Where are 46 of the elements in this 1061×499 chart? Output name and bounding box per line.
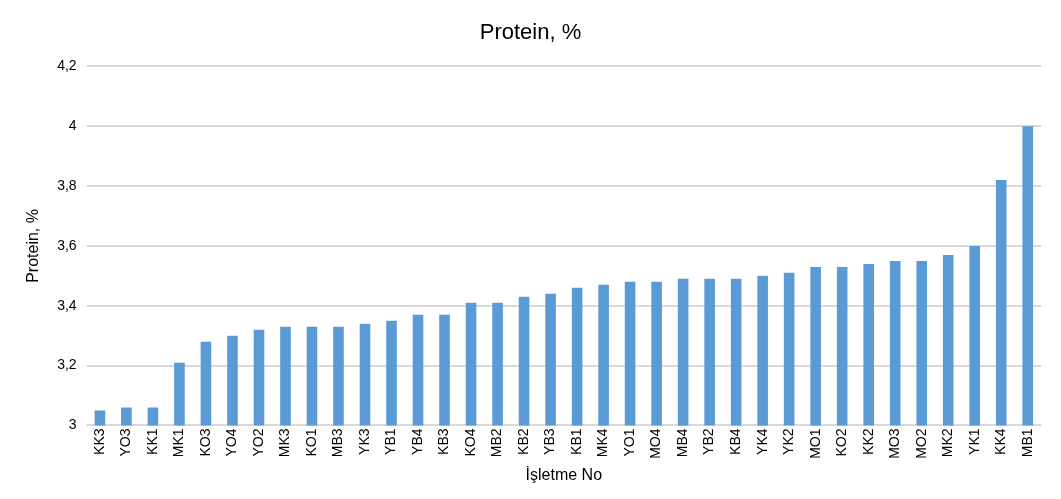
y-tick-label: 3 [68,416,77,433]
x-tick-label: MO1 [806,428,823,459]
x-tick-label: YO1 [620,428,637,457]
x-tick-label: YK2 [780,428,797,455]
x-tick-label: YO2 [249,428,266,457]
x-tick-label: YB3 [541,428,558,455]
x-tick-label: YB1 [382,428,399,455]
y-tick-label: 3,4 [57,296,77,313]
x-tick-label: YB4 [408,428,425,455]
x-tick-label: MO3 [886,428,903,459]
x-tick-label: YK3 [355,428,372,455]
x-axis-title: İşletme No [525,464,603,483]
x-tick-label: MK3 [276,428,293,458]
x-tick-label: KK3 [90,428,107,455]
y-tick-label: 3,2 [57,356,77,373]
x-tick-label: YK1 [965,428,982,455]
x-tick-label: MB4 [673,428,690,458]
chart-title: Protein, % [479,19,582,45]
y-tick-label: 3,6 [57,236,77,253]
x-tick-label: MO4 [647,428,664,459]
x-tick-label: KO3 [196,428,213,457]
x-tick-label: KO4 [461,428,478,457]
x-tick-label: YO3 [117,428,134,457]
x-tick-label: KO2 [833,428,850,457]
x-tick-label: KO1 [302,428,319,457]
x-tick-label: KB3 [435,428,452,455]
y-tick-label: 4,2 [57,57,77,74]
x-tick-label: MB1 [1018,428,1035,458]
x-tick-label: MO2 [912,428,929,459]
x-tick-label: MB2 [488,428,505,458]
x-tick-label: KB4 [727,428,743,455]
x-tick-label: KK2 [859,428,876,455]
x-tick-label: YB2 [700,428,717,455]
x-tick-label: KB2 [514,428,531,455]
x-tick-label: KK1 [143,428,160,455]
x-tick-label: MK4 [594,428,611,458]
x-tick-label: KK4 [992,428,1009,455]
y-tick-label: 3,8 [57,176,77,193]
x-tick-label: MB3 [329,428,346,458]
x-tick-label: MK2 [939,428,956,458]
x-tick-label: MK1 [170,428,187,458]
x-tick-label: YK4 [753,428,770,455]
x-tick-label: YO4 [223,428,240,457]
y-axis-title: Protein, % [24,209,42,283]
y-tick-label: 4 [68,117,77,134]
x-tick-label: KB1 [567,428,584,455]
